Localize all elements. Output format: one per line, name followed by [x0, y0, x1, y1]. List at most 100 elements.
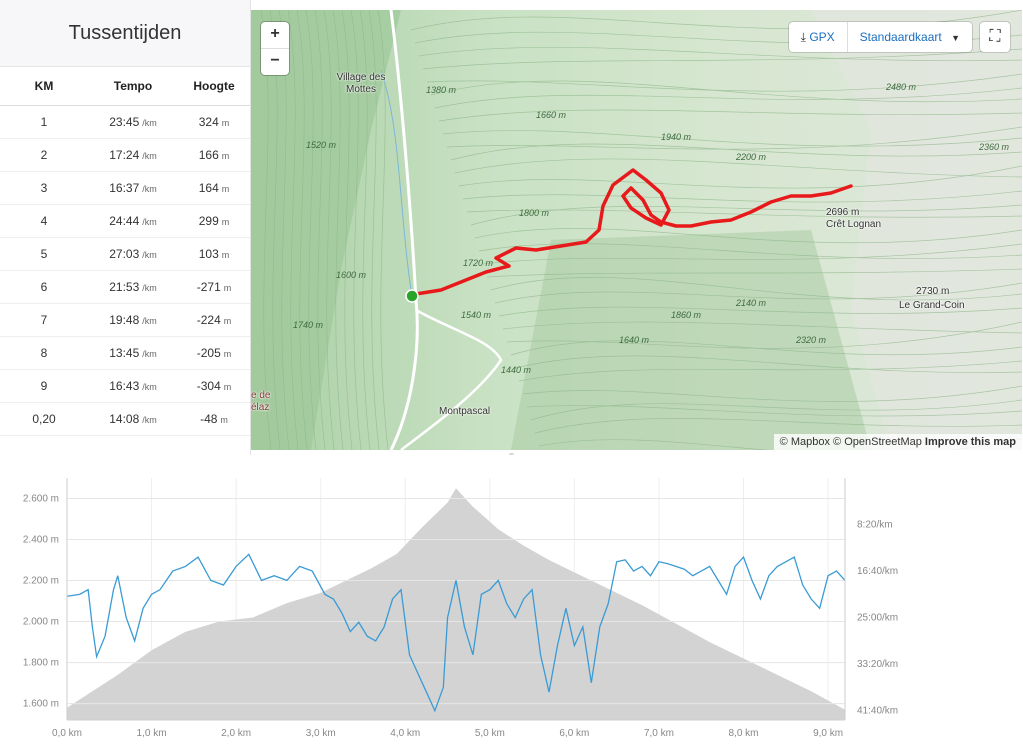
- contour-label: 2320 m: [796, 335, 827, 345]
- download-icon: ⤓: [800, 30, 806, 44]
- expand-icon: ⛶: [989, 28, 1001, 45]
- pace-value: 23:45: [109, 115, 140, 129]
- contour-label: 2200 m: [736, 152, 767, 162]
- label-village: Village des Mottes: [336, 72, 386, 95]
- split-km: 6: [0, 270, 88, 304]
- zoom-in-button[interactable]: +: [270, 25, 280, 42]
- elev-value: -304: [196, 379, 221, 393]
- pace-value: 27:03: [109, 247, 140, 261]
- pace-unit: /km: [142, 349, 157, 359]
- label-cret: Crêt Lognan: [826, 219, 882, 230]
- y-left-tick-label: 2.600 m: [23, 494, 59, 505]
- splits-title: Tussentijden: [0, 0, 250, 67]
- split-row: 1 23:45/km 324 m: [0, 105, 250, 139]
- split-km: 5: [0, 237, 88, 271]
- label-edge-1: e de: [251, 390, 271, 401]
- improve-map-link[interactable]: Improve this map: [924, 436, 1016, 448]
- elevation-pace-chart: 1.600 m 1.800 m 2.000 m 2.200 m 2.400 m 2.600…: [0, 458, 1023, 747]
- pace-unit: /km: [142, 415, 157, 425]
- y-left-tick-label: 1.600 m: [23, 699, 59, 710]
- split-km: 8: [0, 336, 88, 370]
- basemap-dropdown[interactable]: Standaardkaart ▼: [846, 22, 972, 52]
- contour-label: 1660 m: [536, 110, 567, 120]
- split-elev: 103 m: [178, 237, 250, 271]
- mapbox-link[interactable]: © Mapbox: [779, 436, 830, 448]
- pace-unit: /km: [142, 184, 157, 194]
- pace-unit: /km: [142, 151, 157, 161]
- elev-value: 166: [198, 148, 219, 162]
- x-tick-label: 8,0 km: [729, 728, 759, 739]
- splits-panel: Tussentijden KM Tempo Hoogte 1 23:45/km 32…: [0, 0, 251, 455]
- y-right-tick-label: 33:20/km: [857, 659, 898, 670]
- pace-unit: /km: [142, 382, 157, 392]
- elev-unit: m: [221, 250, 230, 260]
- split-elev: -304 m: [178, 369, 250, 403]
- col-km: KM: [0, 67, 88, 106]
- x-tick-label: 4,0 km: [390, 728, 420, 739]
- elev-unit: m: [223, 382, 232, 392]
- split-km: 7: [0, 303, 88, 337]
- label-montpascal: Montpascal: [439, 406, 491, 417]
- gpx-download-button[interactable]: ⤓ GPX: [789, 22, 847, 52]
- pace-value: 14:08: [109, 412, 140, 426]
- split-pace: 16:43/km: [88, 369, 178, 403]
- route-map[interactable]: Village des Mottes 2696 m Crêt Lognan 27…: [251, 10, 1022, 450]
- split-pace: 17:24/km: [88, 138, 178, 172]
- contour-label: 1940 m: [661, 132, 692, 142]
- elev-unit: m: [220, 415, 228, 425]
- split-elev: 164 m: [178, 171, 250, 205]
- elev-value: -205: [196, 346, 221, 360]
- chart-svg: 1.600 m 1.800 m 2.000 m 2.200 m 2.400 m 2.600…: [23, 478, 898, 739]
- split-pace: 21:53/km: [88, 270, 178, 304]
- elevation-area: [67, 488, 845, 720]
- split-km: 0,20: [0, 402, 88, 436]
- contour-label: 1640 m: [619, 335, 650, 345]
- elev-value: 324: [198, 115, 219, 129]
- x-tick-label: 3,0 km: [306, 728, 336, 739]
- pace-value: 19:48: [109, 313, 140, 327]
- split-pace: 19:48/km: [88, 303, 178, 337]
- contour-label: 2360 m: [979, 142, 1010, 152]
- elev-unit: m: [221, 118, 230, 128]
- split-km: 3: [0, 171, 88, 205]
- contour-label: 1440 m: [501, 365, 532, 375]
- zoom-out-button[interactable]: −: [261, 48, 289, 75]
- split-elev: -271 m: [178, 270, 250, 304]
- split-pace: 13:45/km: [88, 336, 178, 370]
- fullscreen-button[interactable]: ⛶: [980, 22, 1010, 52]
- contour-label: 1600 m: [336, 270, 367, 280]
- map-attribution: © Mapbox © OpenStreetMap Improve this ma…: [773, 434, 1022, 450]
- split-elev: 324 m: [178, 105, 250, 139]
- label-grandcoin-alt: 2730 m: [916, 286, 950, 297]
- y-right-tick-label: 25:00/km: [857, 613, 898, 624]
- split-row: 2 17:24/km 166 m: [0, 138, 250, 172]
- x-tick-label: 2,0 km: [221, 728, 251, 739]
- x-tick-label: 7,0 km: [644, 728, 674, 739]
- y-right-tick-label: 16:40/km: [857, 566, 898, 577]
- elev-value: -271: [196, 280, 221, 294]
- osm-link[interactable]: © OpenStreetMap: [833, 436, 922, 448]
- y-left-tick-label: 1.800 m: [23, 658, 59, 669]
- map-terrain: [251, 10, 1022, 450]
- pace-value: 16:37: [109, 181, 140, 195]
- split-pace: 24:44/km: [88, 204, 178, 238]
- split-elev: -205 m: [178, 336, 250, 370]
- pace-value: 13:45: [109, 346, 140, 360]
- zoom-control: + −: [261, 22, 289, 75]
- label-grandcoin: Le Grand-Coin: [899, 300, 965, 311]
- map-button-group: ⤓ GPX Standaardkaart ▼: [788, 22, 972, 52]
- split-row: 8 13:45/km -205 m: [0, 336, 250, 370]
- split-row: 4 24:44/km 299 m: [0, 204, 250, 238]
- y-left-tick-label: 2.000 m: [23, 617, 59, 628]
- contour-label: 1540 m: [461, 310, 492, 320]
- resize-handle[interactable]: ═: [509, 452, 514, 458]
- elev-value: -224: [196, 313, 221, 327]
- x-tick-label: 1,0 km: [137, 728, 167, 739]
- elev-value: 103: [198, 247, 219, 261]
- contour-label: 1720 m: [463, 258, 494, 268]
- split-pace: 14:08/km: [88, 402, 178, 436]
- y-right-tick-label: 8:20/km: [857, 520, 893, 531]
- split-row: 5 27:03/km 103 m: [0, 237, 250, 271]
- split-km: 4: [0, 204, 88, 238]
- elev-unit: m: [221, 184, 230, 194]
